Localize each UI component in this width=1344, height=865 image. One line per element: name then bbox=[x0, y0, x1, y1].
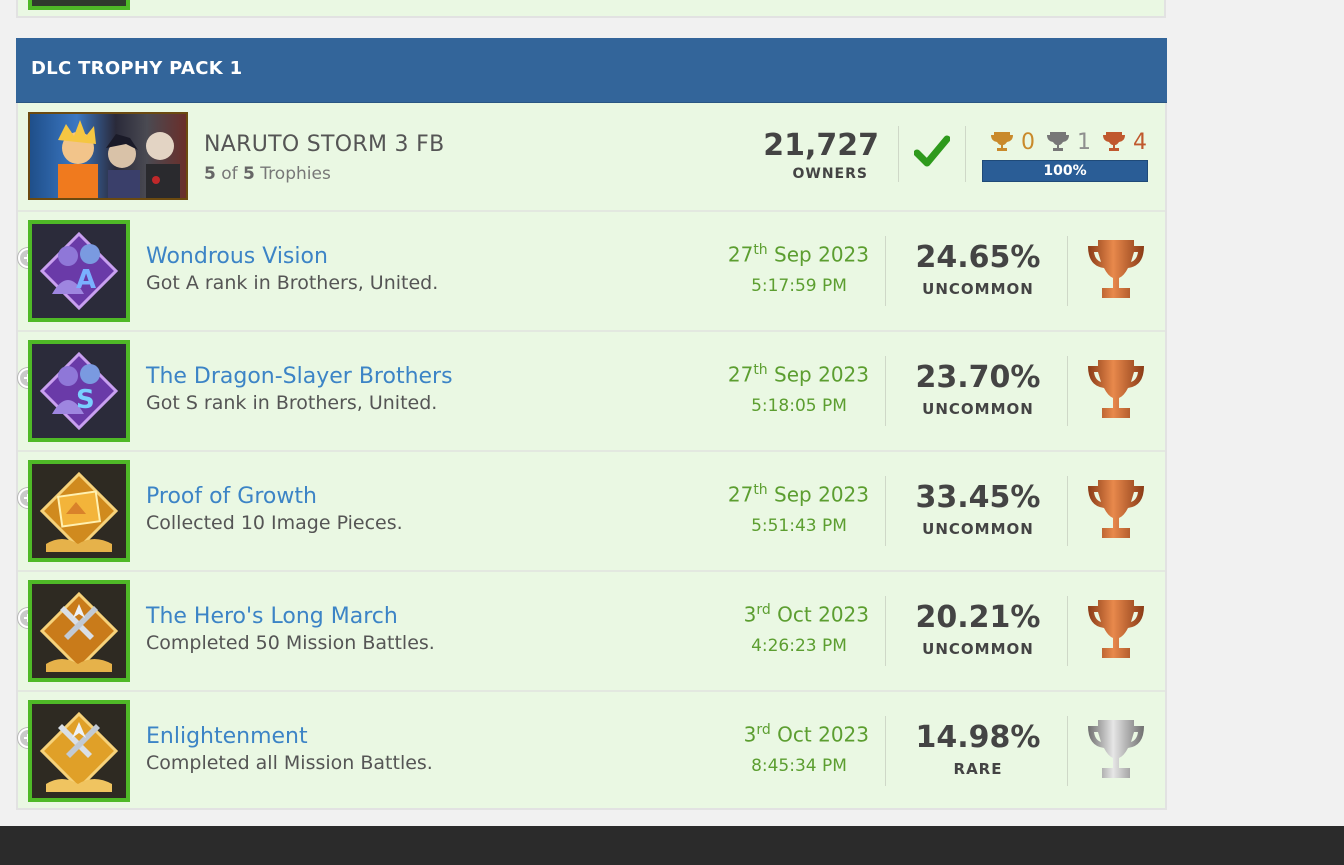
trophy-percentage: 14.98% bbox=[915, 720, 1041, 755]
svg-text:S: S bbox=[76, 385, 95, 415]
bronze-trophy-icon bbox=[1103, 132, 1125, 151]
divider bbox=[965, 126, 966, 182]
game-trophy-summary: 5 of 5 Trophies bbox=[204, 164, 331, 184]
earned-date: 3rd Oct 2023 bbox=[743, 722, 869, 747]
owners-count: 21,727 bbox=[763, 128, 879, 163]
trophy-name[interactable]: The Hero's Long March bbox=[146, 604, 398, 629]
divider bbox=[1067, 236, 1068, 306]
trophy-percentage: 24.65% bbox=[915, 240, 1041, 275]
earned-date: 3rd Oct 2023 bbox=[743, 602, 869, 627]
owners-label: OWNERS bbox=[792, 166, 868, 182]
trophy-description: Got A rank in Brothers, United. bbox=[146, 272, 439, 294]
trophy-row: Enlightenment Completed all Mission Batt… bbox=[18, 692, 1165, 810]
trophy-icon-image[interactable] bbox=[28, 0, 130, 10]
divider bbox=[1067, 356, 1068, 426]
trophy-icon-image[interactable]: A bbox=[28, 220, 130, 322]
trophy-icon-image[interactable] bbox=[28, 580, 130, 682]
silver-trophy-icon bbox=[1086, 716, 1146, 786]
divider bbox=[885, 596, 886, 666]
game-title[interactable]: NARUTO STORM 3 FB bbox=[204, 132, 445, 157]
trophy-group-title: DLC TROPHY PACK 1 bbox=[31, 58, 243, 79]
trophy-icon-image[interactable] bbox=[28, 700, 130, 802]
earned-date: 27th Sep 2023 bbox=[727, 482, 869, 507]
trophy-row: A Wondrous Vision Got A rank in Brothers… bbox=[18, 212, 1165, 332]
trophy-description: Completed all Mission Battles. bbox=[146, 752, 433, 774]
total-count: 5 bbox=[243, 164, 255, 184]
of-label: of bbox=[221, 164, 238, 184]
earned-count: 5 bbox=[204, 164, 216, 184]
trophy-name[interactable]: Enlightenment bbox=[146, 724, 308, 749]
earned-date: 27th Sep 2023 bbox=[727, 242, 869, 267]
earned-time: 4:26:23 PM bbox=[751, 636, 847, 656]
trophy-group-header: DLC TROPHY PACK 1 bbox=[16, 38, 1167, 103]
divider bbox=[1067, 596, 1068, 666]
trophy-row: S The Dragon-Slayer Brothers Got S rank … bbox=[18, 332, 1165, 452]
trophy-percentage: 20.21% bbox=[915, 600, 1041, 635]
trophy-icon-image[interactable]: S bbox=[28, 340, 130, 442]
divider bbox=[1067, 716, 1068, 786]
trophies-label: Trophies bbox=[260, 164, 331, 184]
divider bbox=[885, 236, 886, 306]
divider bbox=[885, 476, 886, 546]
bronze-trophy-icon bbox=[1086, 236, 1146, 306]
gold-count: 0 bbox=[990, 130, 1035, 155]
trophy-rarity: UNCOMMON bbox=[922, 640, 1034, 658]
trophy-description: Collected 10 Image Pieces. bbox=[146, 512, 403, 534]
completion-progress-bar: 100% bbox=[982, 160, 1148, 182]
earned-date: 27th Sep 2023 bbox=[727, 362, 869, 387]
game-cover-image[interactable] bbox=[28, 112, 188, 200]
trophy-description: Got S rank in Brothers, United. bbox=[146, 392, 438, 414]
trophy-description: Completed 50 Mission Battles. bbox=[146, 632, 435, 654]
page-footer bbox=[0, 826, 1344, 865]
silver-count: 1 bbox=[1046, 130, 1091, 155]
trophy-row: The Hero's Long March Completed 50 Missi… bbox=[18, 572, 1165, 692]
trophy-rarity: UNCOMMON bbox=[922, 280, 1034, 298]
previous-section-bottom bbox=[16, 0, 1166, 18]
trophy-name[interactable]: The Dragon-Slayer Brothers bbox=[146, 364, 453, 389]
trophy-percentage: 33.45% bbox=[915, 480, 1041, 515]
trophy-name[interactable]: Wondrous Vision bbox=[146, 244, 328, 269]
divider bbox=[885, 716, 886, 786]
earned-time: 5:18:05 PM bbox=[751, 396, 847, 416]
bronze-trophy-icon bbox=[1086, 356, 1146, 426]
game-summary-row: NARUTO STORM 3 FB 5 of 5 Trophies 21,727… bbox=[18, 102, 1165, 212]
bronze-trophy-icon bbox=[1086, 476, 1146, 546]
earned-time: 5:17:59 PM bbox=[751, 276, 847, 296]
bronze-trophy-icon bbox=[1086, 596, 1146, 666]
svg-text:A: A bbox=[76, 265, 96, 295]
trophy-icon-image[interactable] bbox=[28, 460, 130, 562]
completed-check-icon bbox=[913, 135, 951, 173]
trophy-group-panel: DLC TROPHY PACK 1 NARUTO STORM 3 FB 5 of… bbox=[16, 38, 1167, 810]
trophy-rarity: UNCOMMON bbox=[922, 520, 1034, 538]
divider bbox=[885, 356, 886, 426]
divider bbox=[898, 126, 899, 182]
trophy-name[interactable]: Proof of Growth bbox=[146, 484, 317, 509]
earned-time: 5:51:43 PM bbox=[751, 516, 847, 536]
trophy-rarity: RARE bbox=[953, 760, 1003, 778]
gold-trophy-icon bbox=[991, 132, 1013, 151]
earned-time: 8:45:34 PM bbox=[751, 756, 847, 776]
divider bbox=[1067, 476, 1068, 546]
trophy-percentage: 23.70% bbox=[915, 360, 1041, 395]
silver-trophy-icon bbox=[1047, 132, 1069, 151]
bronze-count: 4 bbox=[1102, 130, 1147, 155]
trophy-row: Proof of Growth Collected 10 Image Piece… bbox=[18, 452, 1165, 572]
trophy-rarity: UNCOMMON bbox=[922, 400, 1034, 418]
